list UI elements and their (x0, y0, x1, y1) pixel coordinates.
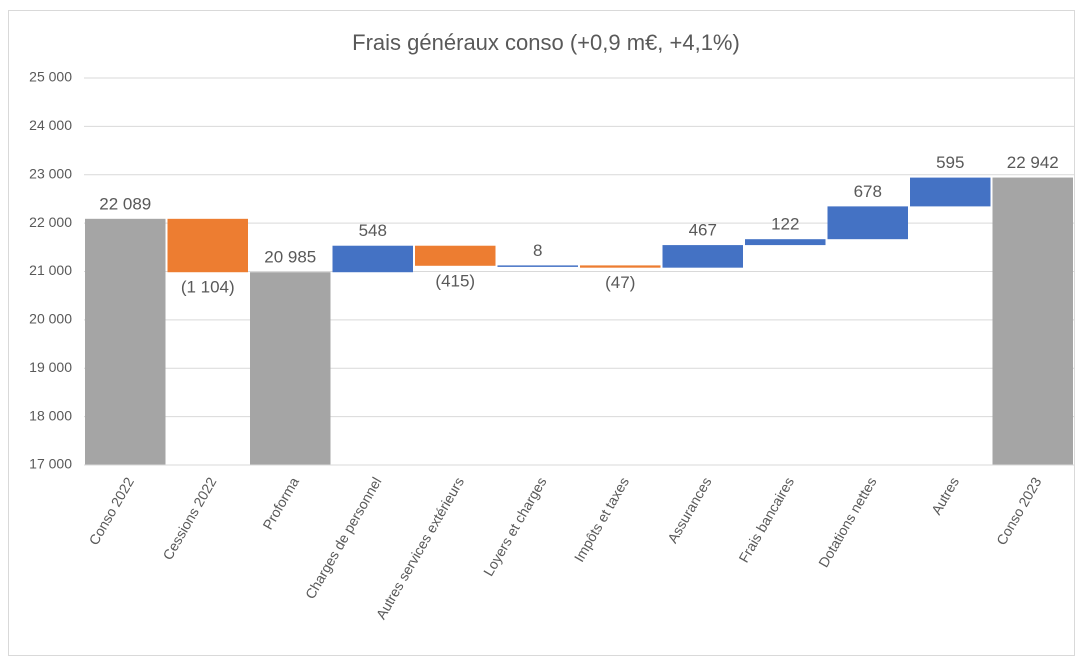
y-tick-label: 20 000 (29, 311, 72, 327)
value-label: (415) (435, 271, 475, 290)
bar (250, 272, 331, 465)
y-tick-label: 21 000 (29, 262, 72, 278)
y-tick-label: 17 000 (29, 456, 72, 472)
value-label: 548 (359, 221, 387, 240)
value-label: 595 (936, 153, 964, 172)
y-tick-label: 23 000 (29, 165, 72, 181)
bar (415, 245, 496, 266)
bar (580, 265, 661, 268)
value-label: (1 104) (181, 278, 235, 297)
value-label: 122 (771, 215, 799, 234)
value-label: 467 (689, 221, 717, 240)
bar (745, 239, 826, 246)
y-tick-label: 18 000 (29, 407, 72, 423)
y-tick-label: 19 000 (29, 359, 72, 375)
bar (662, 245, 743, 268)
y-tick-label: 22 000 (29, 214, 72, 230)
value-label: 22 942 (1007, 153, 1059, 172)
bar (910, 177, 991, 207)
bar (992, 177, 1073, 465)
value-label: 22 089 (99, 194, 151, 213)
chart-title: Frais généraux conso (+0,9 m€, +4,1%) (352, 30, 740, 55)
value-label: 20 985 (264, 248, 316, 267)
value-label: 678 (854, 182, 882, 201)
bar (332, 245, 413, 273)
y-tick-label: 25 000 (29, 69, 72, 85)
chart-frame (8, 10, 1075, 656)
bar (827, 206, 908, 240)
bar (167, 218, 248, 273)
y-tick-label: 24 000 (29, 117, 72, 133)
value-label: 8 (533, 241, 542, 260)
bar (497, 265, 578, 267)
bar (85, 218, 166, 465)
value-label: (47) (605, 273, 635, 292)
